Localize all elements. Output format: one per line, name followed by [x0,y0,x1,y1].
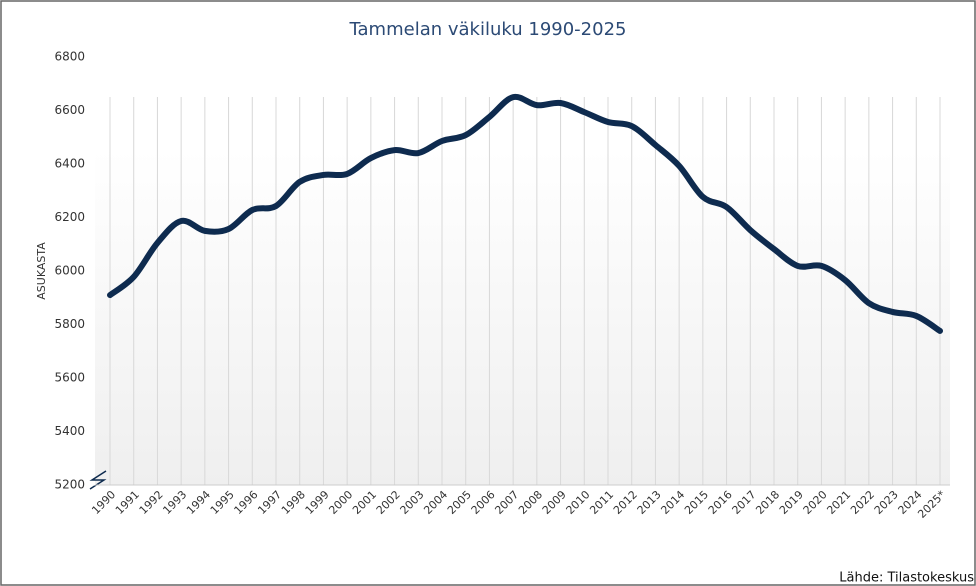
line [107,93,943,334]
x-tick-label: 1993 [160,488,189,517]
x-tick-label: 2017 [730,488,759,517]
x-tick-label: 2002 [374,488,403,517]
y-tick-label: 6400 [54,157,85,171]
x-tick-label: 1990 [89,488,118,517]
x-tick-label: 2001 [350,488,379,517]
x-tick-label: 2019 [777,488,806,517]
x-tick-label: 2015 [682,488,711,517]
x-tick-label: 2022 [848,488,877,517]
y-tick-label: 5800 [54,317,85,331]
chart-title: Tammelan väkiluku 1990-2025 [349,19,627,40]
y-tick-label: 6200 [54,210,85,224]
x-tick-label: 2009 [540,488,569,517]
y-tick-label: 5200 [54,478,85,492]
y-tick-label: 5600 [54,371,85,385]
x-tick-label: 2016 [706,488,735,517]
x-tick-label: 2020 [801,488,830,517]
x-tick-label: 2011 [587,488,616,517]
y-tick-label: 5400 [54,424,85,438]
x-tick-label: 2025* [915,488,948,521]
y-tick-label: 6800 [54,50,85,64]
x-tick-label: 1998 [279,488,308,517]
plot-background [95,150,950,485]
x-tick-label: 2013 [635,488,664,517]
x-tick-label: 1997 [255,488,284,517]
x-tick-label: 1999 [303,488,332,517]
y-tick-label: 6000 [54,264,85,278]
x-tick-label: 1995 [208,488,237,517]
source: Lähde: Tilastokeskus [839,571,974,586]
x-tick-label: 2007 [492,488,521,517]
y-axis-label: ASUKASTA [35,242,48,300]
x-tick-label: 2018 [753,488,782,517]
x-tick-label: 2023 [872,488,901,517]
y-tick-label: 6600 [54,103,85,117]
x-tick-label: 1996 [232,488,261,517]
x-tick-label: 2008 [516,488,545,517]
x-tick-label: 2003 [398,488,427,517]
x-tick-label: 2006 [469,488,498,517]
x-tick-label: 2005 [445,488,474,517]
x-tick-label: 1992 [137,488,166,517]
x-tick-label: 2014 [658,488,687,517]
x-tick-label: 2012 [611,488,640,517]
x-tick-label: 1994 [184,488,213,517]
x-tick-label: 2021 [824,488,853,517]
x-tick-label: 2004 [421,488,450,517]
x-tick-label: 2000 [326,488,355,517]
x-tick-label: 1991 [113,488,142,517]
x-tick-label: 2010 [564,488,593,517]
